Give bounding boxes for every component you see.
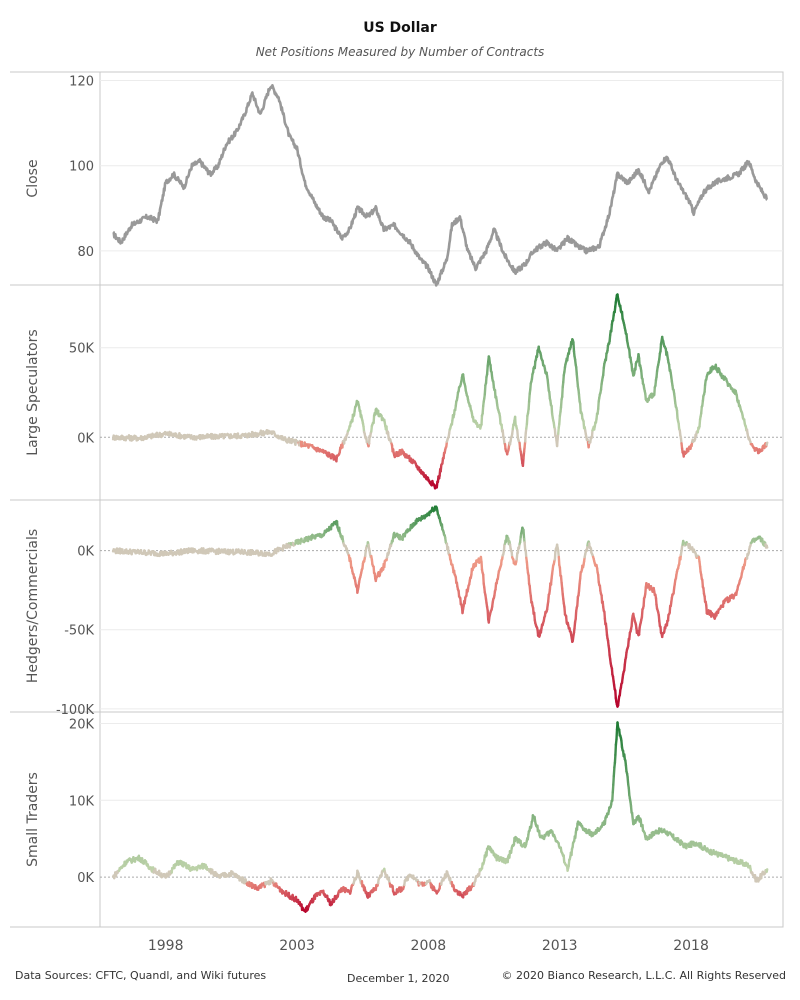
footer-copyright: © 2020 Bianco Research, L.L.C. All Right…	[501, 969, 786, 982]
series-segment	[481, 404, 485, 415]
series-segment	[553, 550, 557, 561]
series-segment	[577, 582, 581, 593]
series-segment	[597, 400, 600, 411]
y-tick-label: 80	[77, 245, 94, 260]
series-segment	[527, 400, 531, 411]
series-segment	[765, 544, 769, 549]
series-segment	[521, 457, 525, 467]
y-axis-title: Small Traders	[25, 772, 41, 867]
y-tick-label: 0K	[77, 431, 94, 446]
series-segment	[698, 418, 702, 428]
series-segment	[576, 595, 580, 607]
series-segment	[557, 555, 561, 567]
y-tick-label: 50K	[69, 342, 95, 357]
series-segment	[612, 766, 616, 778]
series-segment	[516, 429, 520, 439]
series-segment	[480, 560, 484, 571]
series-segment	[637, 357, 641, 367]
series-segment	[640, 608, 644, 619]
close-line	[112, 84, 768, 287]
series-segment	[483, 384, 487, 396]
x-tick-label: 2008	[411, 938, 447, 954]
series-segment	[765, 868, 769, 873]
y-tick-label: 120	[69, 75, 94, 90]
series-segment	[527, 574, 531, 585]
series-segment	[575, 366, 578, 376]
series-segment	[559, 398, 563, 409]
series-segment	[480, 414, 484, 426]
series-segment	[558, 414, 562, 426]
series-segment	[558, 566, 562, 577]
series-segment	[611, 783, 615, 794]
series-3	[111, 721, 769, 913]
x-tick-label: 2003	[279, 938, 315, 954]
series-segment	[602, 366, 605, 377]
y-axis-title: Close	[25, 159, 41, 197]
series-segment	[675, 409, 679, 420]
series-segment	[612, 775, 615, 786]
y-tick-label: -100K	[56, 703, 95, 718]
series-segment	[653, 386, 656, 396]
series-segment	[561, 386, 564, 398]
series-segment	[701, 578, 705, 589]
y-axis-title: Hedgers/Commercials	[25, 529, 41, 683]
y-tick-label: 10K	[69, 794, 95, 809]
series-1	[111, 293, 769, 490]
series-segment	[574, 609, 578, 621]
series-segment	[563, 605, 567, 616]
series-segment	[765, 441, 769, 446]
series-segment	[614, 743, 618, 757]
y-tick-label: 20K	[69, 718, 95, 733]
y-tick-label: 0K	[77, 871, 94, 886]
series-segment	[524, 432, 527, 443]
series-segment	[550, 404, 554, 415]
series-segment	[522, 528, 526, 541]
series-segment	[513, 415, 517, 427]
chart-subtitle: Net Positions Measured by Number of Cont…	[255, 45, 545, 59]
series-segment	[659, 342, 663, 353]
series-0	[112, 84, 768, 287]
series-segment	[485, 364, 489, 376]
series-segment	[527, 392, 531, 403]
series-segment	[614, 689, 617, 700]
series-segment	[482, 573, 485, 585]
series-segment	[579, 402, 582, 414]
series-segment	[613, 753, 617, 764]
y-tick-label: -50K	[64, 624, 94, 639]
footer-sources: Data Sources: CFTC, Quandl, and Wiki fut…	[15, 969, 267, 982]
series-segment	[642, 597, 646, 608]
y-tick-label: 100	[69, 160, 94, 175]
series-segment	[628, 348, 632, 359]
y-tick-label: 0K	[77, 545, 94, 560]
series-segment	[524, 549, 528, 559]
series-segment	[533, 611, 536, 622]
series-segment	[525, 414, 529, 426]
y-axis-title: Large Speculators	[25, 329, 41, 455]
chart-title: US Dollar	[363, 20, 437, 36]
series-segment	[572, 341, 576, 353]
x-tick-label: 2013	[542, 938, 578, 954]
x-tick-label: 1998	[148, 938, 184, 954]
series-segment	[372, 414, 376, 425]
footer-date: December 1, 2020	[347, 972, 450, 985]
series-2	[111, 505, 769, 708]
series-segment	[611, 791, 614, 802]
x-tick-label: 2018	[673, 938, 709, 954]
series-segment	[615, 728, 619, 741]
